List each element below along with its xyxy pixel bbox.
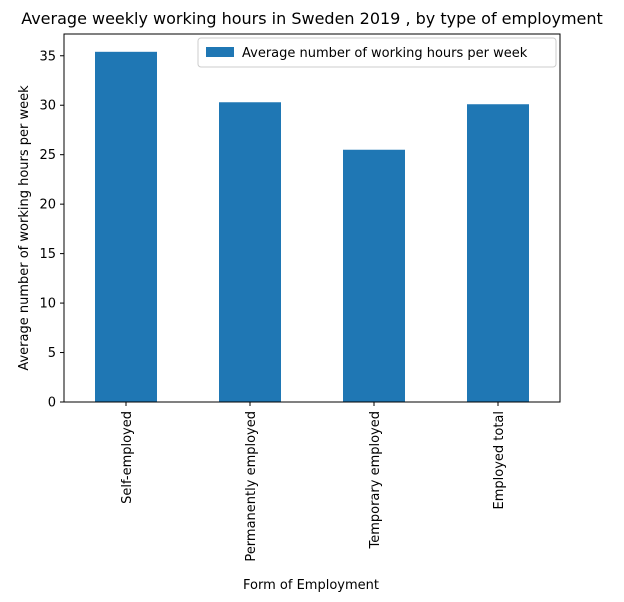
- x-tick-label: Permanently employed: [244, 411, 259, 562]
- chart-title: Average weekly working hours in Sweden 2…: [21, 9, 603, 28]
- bar-self-employed: [95, 51, 157, 402]
- y-tick-label: 25: [39, 148, 56, 163]
- legend: Average number of working hours per week: [197, 37, 557, 68]
- y-tick-label: 15: [39, 247, 56, 262]
- legend-box: [197, 37, 557, 68]
- y-tick-label: 0: [48, 396, 56, 411]
- y-tick-label: 10: [39, 297, 56, 312]
- y-tick-label: 5: [48, 346, 56, 361]
- x-axis-label: Form of Employment: [243, 578, 379, 593]
- bar-employed-total: [467, 104, 529, 402]
- plot-area: Self-employed Permanently employed Tempora…: [39, 33, 561, 562]
- legend-label: Average number of working hours per week: [242, 46, 528, 61]
- y-tick-label: 30: [39, 99, 56, 114]
- x-tick-label: Temporary employed: [368, 411, 383, 550]
- bar-permanently-employed: [219, 102, 281, 403]
- legend-swatch: [206, 47, 234, 57]
- x-tick-label: Self-employed: [120, 411, 135, 504]
- bar-temporary-employed: [343, 149, 405, 402]
- y-axis-label: Average number of working hours per week: [17, 85, 32, 371]
- y-tick-label: 35: [39, 49, 56, 64]
- axes-frame: [63, 33, 561, 403]
- y-tick-label: 20: [39, 198, 56, 213]
- x-tick-label: Employed total: [492, 411, 507, 510]
